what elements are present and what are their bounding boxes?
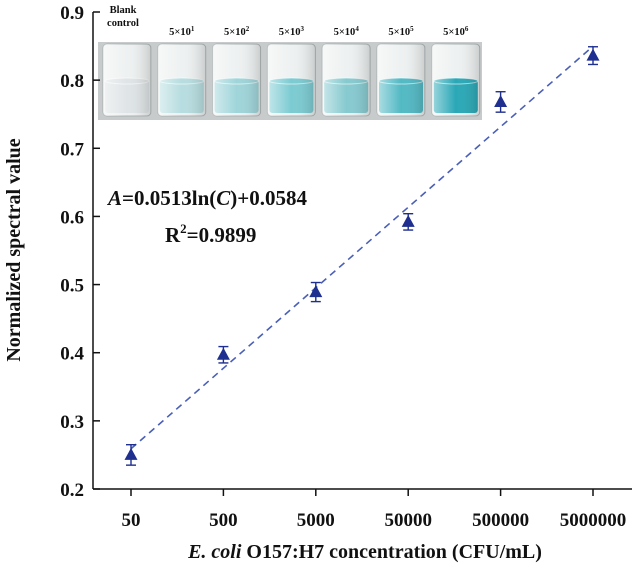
x-tick-label: 500 xyxy=(209,510,238,531)
vial xyxy=(321,43,371,117)
y-tick-label: 0.9 xyxy=(60,3,84,24)
data-point xyxy=(586,46,600,66)
vial-label: 5×103 xyxy=(279,25,305,38)
vial-label: 5×101 xyxy=(169,25,195,38)
vial xyxy=(212,43,262,117)
vial-glass xyxy=(431,44,480,116)
triangle-marker xyxy=(309,285,323,298)
data-points xyxy=(124,46,600,466)
y-tick-label: 0.8 xyxy=(60,71,84,92)
vial-label: 5×105 xyxy=(388,25,414,38)
vial-label: control xyxy=(107,18,139,29)
triangle-marker xyxy=(124,447,138,460)
triangle-marker xyxy=(401,214,415,227)
x-tick-label: 50 xyxy=(122,510,141,531)
y-tick-label: 0.5 xyxy=(60,276,84,297)
data-point xyxy=(124,444,138,466)
x-tick-label: 5000 xyxy=(297,510,335,531)
y-tick-label: 0.7 xyxy=(60,139,84,160)
triangle-marker xyxy=(586,48,600,61)
triangle-marker xyxy=(216,347,230,360)
x-tick-label: 500000 xyxy=(472,510,529,531)
vial-glass xyxy=(267,44,316,116)
y-axis-title: Normalized spectral value xyxy=(3,138,25,361)
x-ticks: 50 500 5000 50000 500000 5000000 xyxy=(122,489,627,531)
fit-line xyxy=(130,45,594,450)
equation-annotation: A=0.0513ln(C)+0.0584 xyxy=(106,186,307,210)
vial xyxy=(157,43,207,117)
y-ticks: 0.2 0.3 0.4 0.5 0.6 0.7 0.8 0.9 xyxy=(60,3,100,501)
vial-label: 5×106 xyxy=(443,25,469,38)
vial xyxy=(431,43,481,117)
vial xyxy=(376,43,426,117)
y-tick-label: 0.6 xyxy=(60,207,84,228)
y-tick-label: 0.3 xyxy=(60,412,84,433)
triangle-marker xyxy=(494,94,508,107)
data-point xyxy=(216,345,230,364)
vial-glass xyxy=(377,44,425,116)
data-point xyxy=(401,213,415,231)
data-point xyxy=(494,91,508,113)
data-point xyxy=(309,281,323,303)
y-tick-label: 0.4 xyxy=(60,344,84,365)
x-axis-title: E. coli O157:H7 concentration (CFU/mL) xyxy=(187,541,542,563)
fit-line-group xyxy=(130,45,594,450)
vial xyxy=(266,43,316,117)
vial-label: 5×104 xyxy=(334,25,360,38)
x-tick-label: 50000 xyxy=(384,510,432,531)
y-tick-label: 0.2 xyxy=(60,480,84,501)
vial-glass xyxy=(322,44,371,116)
vial-glass xyxy=(103,44,151,116)
axes xyxy=(92,12,632,490)
vial-label: Blank xyxy=(110,5,137,16)
vial-label: 5×102 xyxy=(224,25,250,38)
vial-photo-inset: Blank control 5×101 5×102 5×103 5×104 5×105 5×1… xyxy=(98,5,482,120)
vial-glass xyxy=(212,44,261,116)
vial-glass xyxy=(157,44,206,116)
x-tick-label: 5000000 xyxy=(560,510,627,531)
r-squared-annotation: R2=0.9899 xyxy=(165,221,256,247)
vial xyxy=(102,43,152,117)
